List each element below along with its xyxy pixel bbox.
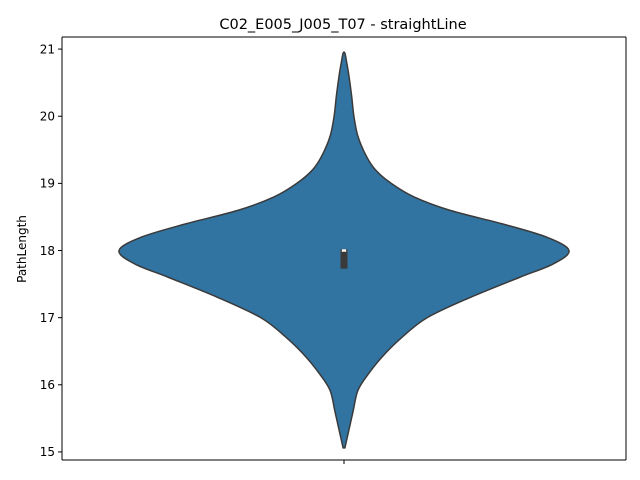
y-tick-label: 20 [40,110,55,124]
chart-title: C02_E005_J005_T07 - straightLine [219,17,466,33]
y-tick-label: 21 [40,42,55,56]
y-tick-label: 19 [40,177,55,191]
y-tick-label: 15 [40,445,55,459]
violin-iqr-box [340,249,348,269]
y-tick-label: 17 [40,311,55,325]
y-axis-label: PathLength [15,215,29,283]
axes: 15 16 17 18 19 20 21 [40,36,627,464]
y-tick-label: 18 [40,244,55,258]
violin-median-marker [341,249,347,252]
plot-area [118,51,570,449]
y-tick-label: 16 [40,378,55,392]
